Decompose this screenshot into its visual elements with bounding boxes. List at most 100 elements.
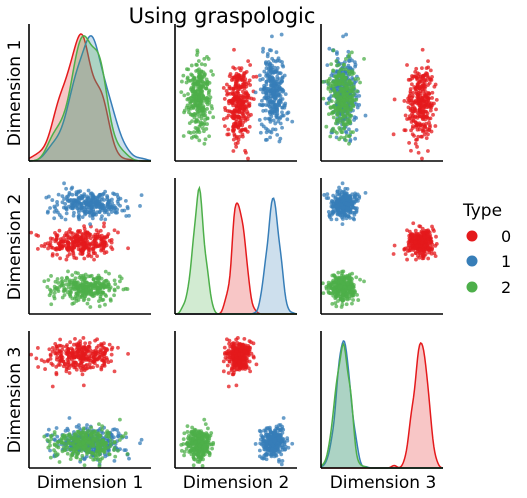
point-0 [95, 364, 100, 368]
point-1 [85, 423, 89, 427]
point-0 [68, 340, 73, 345]
point-1 [353, 206, 358, 211]
point-0 [407, 236, 412, 241]
point-1 [127, 456, 131, 461]
point-2 [327, 112, 331, 117]
point-1 [348, 194, 353, 199]
point-1 [269, 48, 273, 53]
point-0 [241, 98, 246, 103]
point-1 [327, 46, 332, 51]
point-1 [275, 132, 280, 137]
point-0 [98, 228, 103, 233]
point-1 [346, 206, 350, 211]
point-2 [347, 95, 352, 100]
point-0 [72, 355, 77, 360]
point-2 [349, 81, 354, 85]
point-0 [102, 346, 107, 351]
point-2 [60, 440, 65, 445]
point-1 [330, 205, 335, 209]
point-2 [349, 50, 354, 55]
point-2 [77, 275, 82, 280]
point-1 [280, 105, 285, 110]
point-0 [245, 350, 250, 355]
point-2 [86, 297, 91, 302]
point-1 [262, 96, 267, 101]
point-0 [126, 351, 130, 356]
point-1 [123, 198, 128, 203]
point-0 [232, 109, 237, 114]
point-0 [65, 233, 70, 237]
point-1 [280, 60, 284, 64]
point-2 [331, 48, 336, 53]
point-0 [61, 236, 66, 241]
point-0 [43, 367, 47, 371]
point-1 [92, 211, 97, 216]
point-0 [430, 96, 434, 100]
point-2 [187, 110, 191, 115]
point-0 [36, 233, 41, 238]
point-0 [251, 74, 256, 79]
point-0 [87, 345, 92, 350]
point-2 [341, 269, 346, 274]
point-0 [78, 251, 83, 256]
point-0 [246, 366, 251, 371]
point-0 [88, 232, 93, 237]
point-1 [340, 222, 345, 227]
point-2 [211, 72, 215, 77]
point-0 [221, 369, 226, 374]
point-0 [71, 246, 76, 250]
point-0 [76, 362, 81, 367]
point-2 [331, 293, 336, 298]
point-0 [424, 136, 429, 141]
point-1 [111, 191, 115, 196]
kde-line-1 [28, 35, 152, 162]
point-1 [340, 181, 345, 186]
point-2 [52, 284, 57, 289]
point-2 [351, 84, 356, 89]
point-2 [330, 110, 335, 115]
point-2 [341, 121, 346, 126]
point-0 [94, 244, 98, 249]
point-0 [78, 345, 83, 350]
point-2 [52, 294, 56, 299]
point-0 [226, 371, 231, 375]
point-1 [55, 202, 60, 207]
point-2 [86, 429, 90, 433]
point-0 [392, 243, 397, 248]
point-2 [336, 108, 340, 112]
point-0 [99, 354, 104, 358]
point-1 [273, 80, 278, 85]
point-2 [83, 272, 88, 277]
point-1 [325, 63, 330, 67]
point-2 [60, 295, 65, 300]
point-2 [345, 122, 350, 126]
point-2 [103, 269, 108, 274]
point-1 [264, 93, 269, 98]
point-0 [406, 240, 411, 245]
point-0 [36, 365, 41, 369]
point-0 [421, 231, 426, 236]
point-1 [363, 190, 368, 195]
point-2 [340, 293, 345, 297]
point-1 [343, 129, 348, 134]
point-1 [125, 205, 130, 209]
point-2 [117, 438, 122, 442]
point-1 [70, 192, 75, 197]
point-2 [200, 126, 205, 131]
point-2 [118, 417, 122, 422]
point-1 [354, 128, 359, 132]
point-2 [347, 113, 352, 118]
point-0 [243, 115, 248, 120]
point-0 [243, 104, 248, 109]
point-0 [226, 127, 231, 132]
point-0 [232, 98, 237, 103]
point-0 [95, 254, 99, 259]
point-0 [417, 255, 422, 260]
point-0 [413, 109, 417, 114]
point-0 [237, 134, 242, 139]
point-1 [261, 46, 265, 51]
point-2 [362, 279, 366, 284]
point-1 [352, 210, 357, 215]
point-1 [99, 197, 104, 202]
point-2 [103, 302, 107, 307]
